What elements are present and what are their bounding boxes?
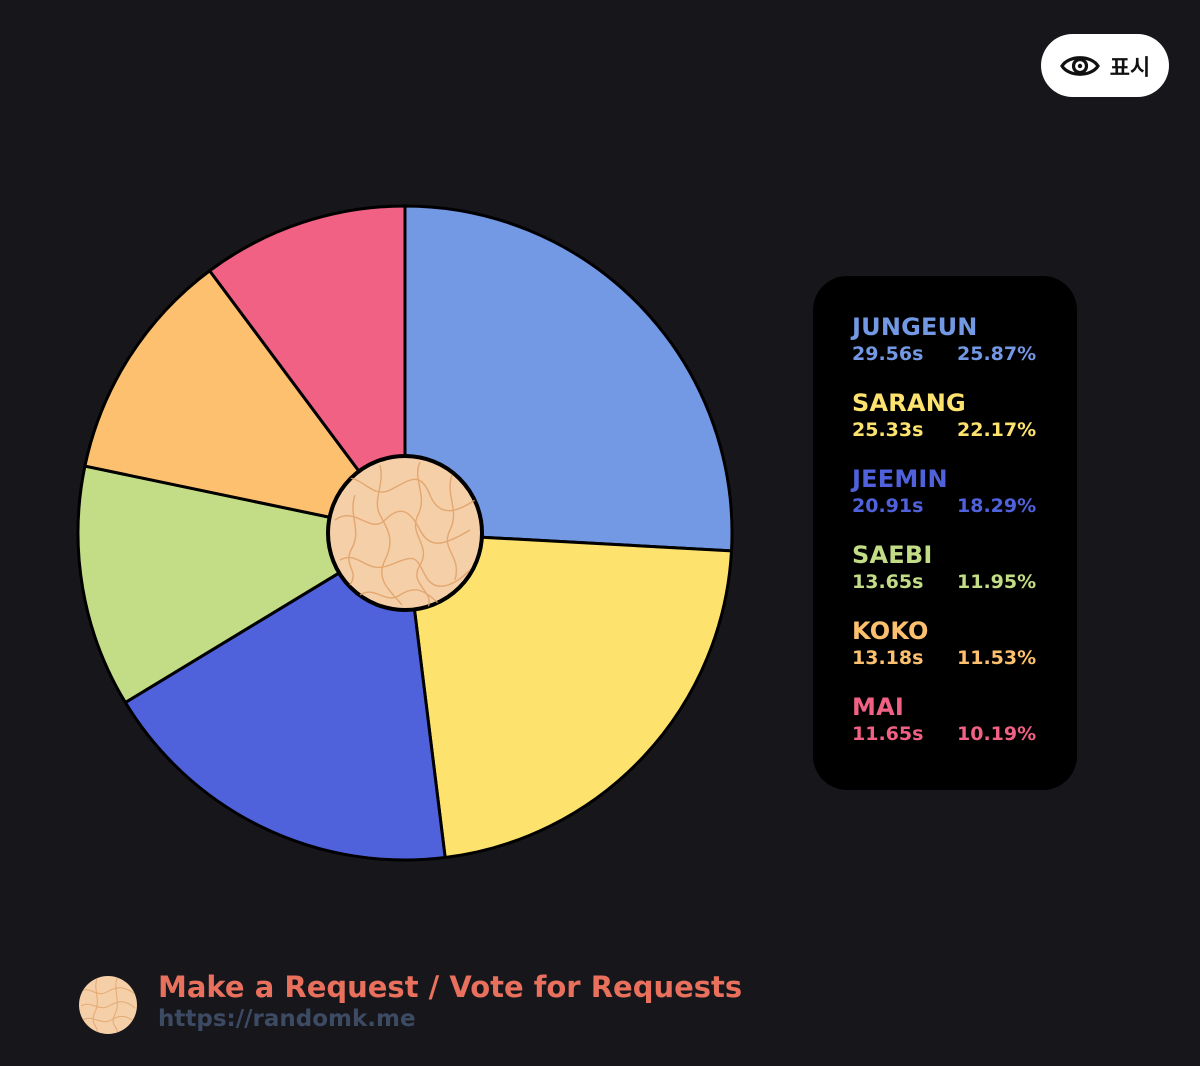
pie-slice-sarang [403,531,734,860]
footer-url-link[interactable]: https://randomk.me [158,1006,416,1032]
legend-name: KOKO [852,617,929,645]
eye-icon [1059,52,1100,80]
legend-name: JEEMIN [852,465,948,493]
pie-slice-jeemin [123,531,447,862]
legend-entry-jungeun: JUNGEUN 29.56s 25.87% [852,312,1062,366]
legend-percent: 10.19% [957,723,1037,745]
legend-percent: 25.87% [957,343,1037,365]
show-toggle-label: 표시 [1109,55,1151,81]
legend-entry-jeemin: JEEMIN 20.91s 18.29% [852,464,1062,518]
legend-name: SARANG [852,389,966,417]
legend-entry-koko: KOKO 13.18s 11.53% [852,616,1062,670]
legend-percent: 11.95% [957,571,1037,593]
legend-entry-mai: MAI 11.65s 10.19% [852,692,1062,746]
legend-entry-saebi: SAEBI 13.65s 11.95% [852,540,1062,594]
legend-entry-sarang: SARANG 25.33s 22.17% [852,388,1062,442]
legend-values: 20.91s 18.29% [852,494,1062,518]
legend-values: 11.65s 10.19% [852,722,1062,746]
legend-time: 29.56s [852,343,924,365]
legend-values: 29.56s 25.87% [852,342,1062,366]
legend-values: 25.33s 22.17% [852,418,1062,442]
legend-percent: 11.53% [957,647,1037,669]
legend-name: SAEBI [852,541,933,569]
legend-values: 13.65s 11.95% [852,570,1062,594]
legend-name: MAI [852,693,904,721]
footer-request-link[interactable]: Make a Request / Vote for Requests [158,970,743,1004]
legend-time: 25.33s [852,419,924,441]
pie-slice-saebi [76,464,407,704]
legend-time: 11.65s [852,723,924,745]
legend-percent: 18.29% [957,495,1037,517]
pie-center-badge [326,454,484,612]
legend-time: 20.91s [852,495,924,517]
legend-panel: JUNGEUN 29.56s 25.87% SARANG 25.33s 22.17% JEE… [813,276,1077,790]
legend-name: JUNGEUN [852,313,978,341]
pie-chart [76,204,734,862]
legend-time: 13.18s [852,647,924,669]
legend-time: 13.65s [852,571,924,593]
randomk-logo [79,976,137,1034]
legend-values: 13.18s 11.53% [852,646,1062,670]
pie-slice-koko [83,269,407,535]
show-toggle-button[interactable]: 표시 [1041,34,1169,97]
legend-percent: 22.17% [957,419,1037,441]
pie-slice-mai [208,204,407,535]
pie-slice-jungeun [403,204,734,553]
